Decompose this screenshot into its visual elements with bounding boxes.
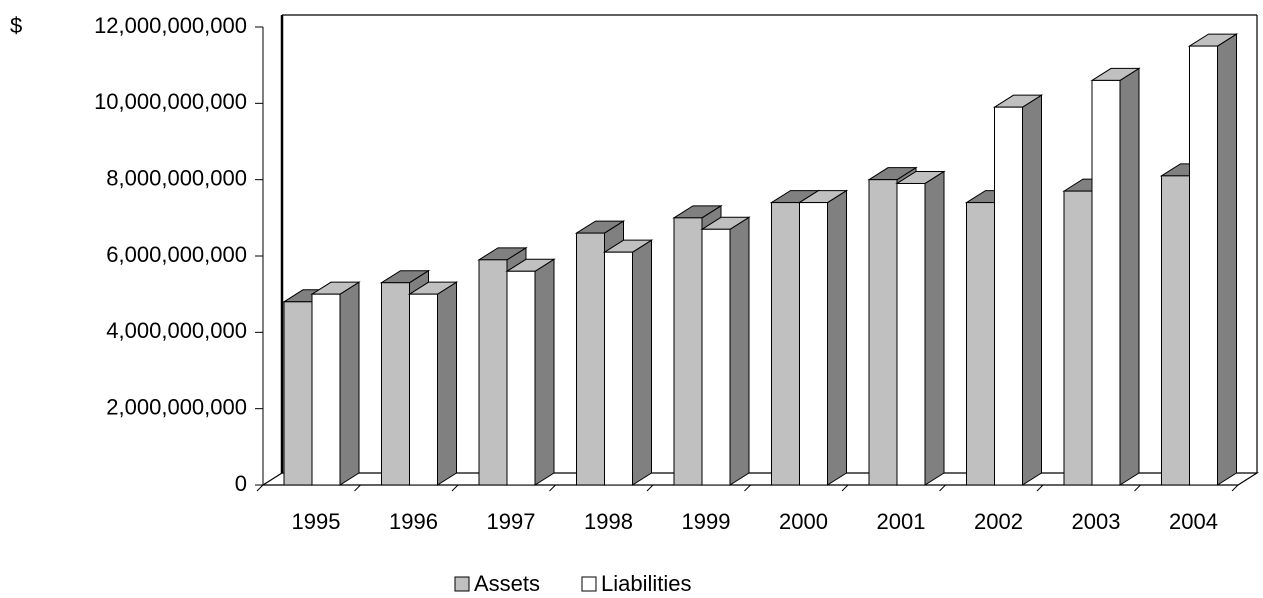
bar-front: [409, 293, 438, 486]
bar-front: [1063, 190, 1093, 486]
bar: [895, 170, 946, 486]
bar-side: [729, 216, 750, 486]
bar-side: [437, 281, 457, 486]
legend-label: Liabilities: [601, 571, 692, 596]
x-tick: [1134, 484, 1141, 492]
bar-front: [701, 228, 731, 486]
bar-side: [827, 189, 847, 486]
x-tick-label: 1995: [292, 509, 341, 534]
x-tick-label: 1996: [389, 509, 438, 534]
bar-side: [1217, 33, 1237, 486]
x-tick: [451, 484, 459, 492]
y-unit-label: $: [10, 13, 22, 38]
bar: [602, 239, 654, 486]
bar-front: [478, 259, 508, 486]
bar: [700, 216, 751, 486]
x-tick: [939, 484, 946, 492]
bar: [407, 281, 459, 486]
bar: [797, 189, 849, 486]
bar-side: [1022, 94, 1042, 486]
bar-front: [1161, 175, 1190, 486]
bar-front: [311, 293, 341, 486]
x-tick-label: 1998: [584, 509, 633, 534]
legend-swatch: [454, 576, 470, 592]
bar: [310, 281, 361, 486]
bar: [505, 258, 556, 486]
x-tick-label: 2002: [974, 509, 1023, 534]
bar: [1187, 33, 1239, 486]
bar: [992, 94, 1044, 486]
bar-side: [339, 281, 360, 486]
bar-front: [283, 301, 313, 486]
y-tick-label: 2,000,000,000: [106, 394, 247, 419]
x-tick-label: 2004: [1169, 509, 1218, 534]
bar-front: [868, 179, 898, 486]
legend-swatch: [581, 576, 597, 592]
bar-front: [771, 202, 800, 486]
x-tick-label: 2003: [1072, 509, 1121, 534]
x-tick: [256, 484, 264, 492]
x-tick: [1036, 484, 1044, 492]
bar-side: [632, 239, 652, 486]
bar-front: [506, 270, 536, 486]
x-tick: [1231, 484, 1239, 492]
x-tick: [354, 484, 361, 492]
bar-side: [534, 258, 555, 486]
x-tick-label: 1999: [682, 509, 731, 534]
bar: [1090, 67, 1141, 486]
y-tick-label: 6,000,000,000: [106, 242, 247, 267]
bar-front: [673, 217, 703, 486]
x-tick-label: 2001: [877, 509, 926, 534]
y-tick-label: 10,000,000,000: [94, 89, 247, 114]
bar-front: [1189, 45, 1218, 486]
legend-label: Assets: [474, 571, 540, 596]
bar-side: [1119, 67, 1140, 486]
x-tick: [549, 484, 556, 492]
bar-front: [604, 251, 633, 486]
bar-front: [1091, 79, 1121, 486]
y-tick-label: 12,000,000,000: [94, 13, 247, 38]
y-tick-label: 4,000,000,000: [106, 318, 247, 343]
x-tick: [646, 484, 654, 492]
bar-front: [576, 232, 605, 486]
bar-front: [994, 106, 1023, 486]
y-tick-label: 0: [235, 471, 247, 496]
x-tick: [744, 484, 751, 492]
bar-front: [799, 202, 828, 486]
x-tick-label: 2000: [779, 509, 828, 534]
x-tick-label: 1997: [487, 509, 536, 534]
y-tick-label: 8,000,000,000: [106, 165, 247, 190]
bar-side: [924, 170, 945, 486]
x-tick: [841, 484, 849, 492]
bar-front: [381, 282, 410, 486]
bar-front: [966, 202, 995, 486]
bar-front: [896, 182, 926, 486]
